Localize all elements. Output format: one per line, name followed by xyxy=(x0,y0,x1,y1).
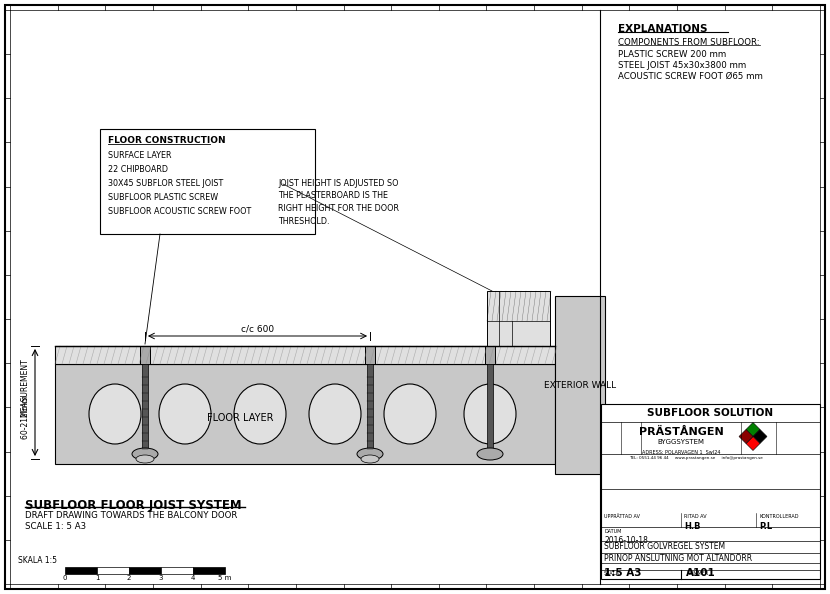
Text: SUBFLOOR ACOUSTIC SCREW FOOT: SUBFLOOR ACOUSTIC SCREW FOOT xyxy=(108,207,251,216)
Text: JOIST HEIGHT IS ADJUSTED SO
THE PLASTERBOARD IS THE
RIGHT HEIGHT FOR THE DOOR
TH: JOIST HEIGHT IS ADJUSTED SO THE PLASTERB… xyxy=(278,179,399,226)
Polygon shape xyxy=(746,422,760,437)
Ellipse shape xyxy=(234,384,286,444)
Text: NUMMER: NUMMER xyxy=(686,571,708,576)
Text: BYGGSYSTEM: BYGGSYSTEM xyxy=(657,440,705,446)
Text: PRÄSTÅNGEN: PRÄSTÅNGEN xyxy=(638,426,724,437)
Text: FLOOR LAYER: FLOOR LAYER xyxy=(207,413,273,423)
Text: DATUM: DATUM xyxy=(604,529,622,534)
Text: 3: 3 xyxy=(159,575,164,581)
Ellipse shape xyxy=(132,448,158,460)
Text: SUBFLOOR PLASTIC SCREW: SUBFLOOR PLASTIC SCREW xyxy=(108,193,218,202)
Bar xyxy=(100,129,315,234)
Ellipse shape xyxy=(477,448,503,460)
Ellipse shape xyxy=(361,455,379,463)
Bar xyxy=(487,364,493,452)
Text: 1: 1 xyxy=(95,575,100,581)
Text: RITAD AV: RITAD AV xyxy=(684,514,706,519)
Bar xyxy=(142,364,148,452)
Text: SUBFLOOR FLOOR JOIST SYSTEM: SUBFLOOR FLOOR JOIST SYSTEM xyxy=(25,499,242,512)
Polygon shape xyxy=(746,437,760,450)
Polygon shape xyxy=(753,429,767,444)
Text: 60-212 mm: 60-212 mm xyxy=(21,396,30,440)
Text: c/c 600: c/c 600 xyxy=(241,324,274,333)
Text: 2016-10-18: 2016-10-18 xyxy=(604,536,648,545)
Ellipse shape xyxy=(309,384,361,444)
Bar xyxy=(140,346,150,364)
Text: COMPONENTS FROM SUBFLOOR:: COMPONENTS FROM SUBFLOOR: xyxy=(618,38,759,47)
Bar xyxy=(55,346,555,364)
Text: SCALE 1: 5 A3: SCALE 1: 5 A3 xyxy=(25,522,86,531)
Text: SUBFLOOR SOLUTION: SUBFLOOR SOLUTION xyxy=(647,408,774,418)
Text: DRAFT DRAWING TOWARDS THE BALCONY DOOR: DRAFT DRAWING TOWARDS THE BALCONY DOOR xyxy=(25,511,237,520)
Ellipse shape xyxy=(384,384,436,444)
Text: TEL: 0551-44 96 44     www.prastangen.se     info@prastangen.se: TEL: 0551-44 96 44 www.prastangen.se inf… xyxy=(629,456,763,460)
Text: SURFACE LAYER: SURFACE LAYER xyxy=(108,151,172,160)
Text: ACOUSTIC SCREW FOOT Ø65 mm: ACOUSTIC SCREW FOOT Ø65 mm xyxy=(618,72,763,81)
Ellipse shape xyxy=(357,448,383,460)
Text: 5 m: 5 m xyxy=(218,575,232,581)
Ellipse shape xyxy=(159,384,211,444)
Polygon shape xyxy=(739,429,753,444)
Bar xyxy=(555,296,605,474)
Ellipse shape xyxy=(136,455,154,463)
Bar xyxy=(97,567,129,574)
Ellipse shape xyxy=(464,384,516,444)
Text: A101: A101 xyxy=(686,568,715,578)
Text: SKALA 1:5: SKALA 1:5 xyxy=(18,556,57,565)
Text: P.L: P.L xyxy=(759,522,772,531)
Text: EXTERIOR WALL: EXTERIOR WALL xyxy=(544,381,616,390)
Bar xyxy=(193,567,225,574)
Bar xyxy=(365,346,375,364)
Bar xyxy=(161,567,193,574)
Text: PLASTIC SCREW 200 mm: PLASTIC SCREW 200 mm xyxy=(618,50,726,59)
Ellipse shape xyxy=(89,384,141,444)
Bar xyxy=(367,364,373,452)
Text: PRINOP ANSLUTNING MOT ALTANDÖRR: PRINOP ANSLUTNING MOT ALTANDÖRR xyxy=(604,554,752,563)
Text: 2: 2 xyxy=(127,575,131,581)
Bar xyxy=(65,567,97,574)
Text: SKALA: SKALA xyxy=(604,571,620,576)
Text: EXPLANATIONS: EXPLANATIONS xyxy=(618,24,707,34)
Text: H.B: H.B xyxy=(684,522,701,531)
Bar xyxy=(485,346,495,364)
Text: 30X45 SUBFLOR STEEL JOIST: 30X45 SUBFLOR STEEL JOIST xyxy=(108,179,223,188)
Text: UPPRÄTTAD AV: UPPRÄTTAD AV xyxy=(604,514,640,519)
Text: 22 CHIPBOARD: 22 CHIPBOARD xyxy=(108,165,168,174)
Text: 0: 0 xyxy=(63,575,67,581)
Text: STEEL JOIST 45x30x3800 mm: STEEL JOIST 45x30x3800 mm xyxy=(618,61,746,70)
Text: MEASUREMENT: MEASUREMENT xyxy=(21,358,30,417)
Text: KONTROLLERAD: KONTROLLERAD xyxy=(759,514,798,519)
Text: 1:5 A3: 1:5 A3 xyxy=(604,568,642,578)
Bar xyxy=(55,364,555,464)
Bar xyxy=(601,404,820,579)
Text: 4: 4 xyxy=(191,575,195,581)
Text: ADRESS: POLARVAGEN 1  SwI24: ADRESS: POLARVAGEN 1 SwI24 xyxy=(642,450,720,456)
Bar xyxy=(487,291,550,346)
Text: SUBFLOOR GOLVREGEL SYSTEM: SUBFLOOR GOLVREGEL SYSTEM xyxy=(604,542,725,551)
Bar xyxy=(129,567,161,574)
Text: FLOOR CONSTRUCTION: FLOOR CONSTRUCTION xyxy=(108,136,226,145)
